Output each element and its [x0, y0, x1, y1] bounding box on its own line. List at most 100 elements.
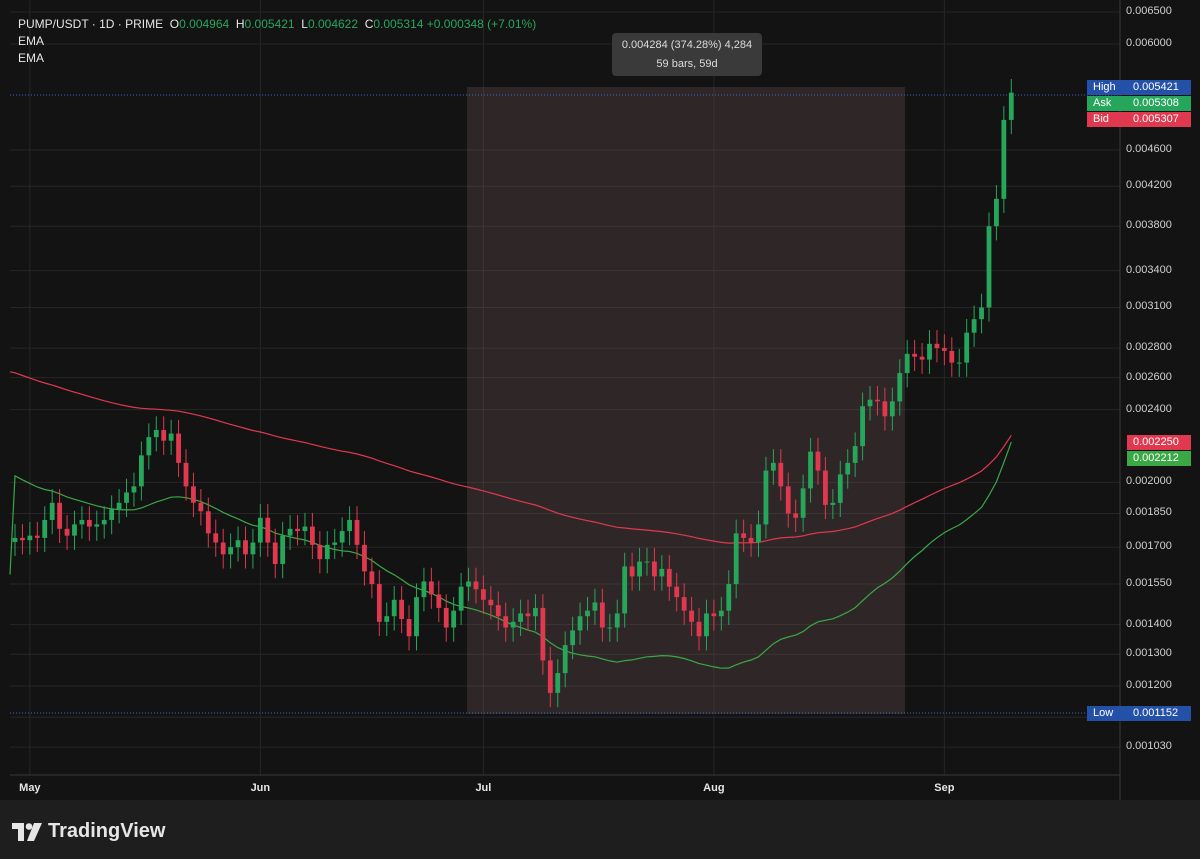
candle-body	[473, 581, 479, 590]
candle-body	[793, 513, 799, 518]
y-tick-label: 0.001850	[1126, 506, 1172, 519]
candle-body	[778, 462, 784, 487]
ema-legend-1[interactable]: EMA	[18, 34, 45, 48]
candle-body	[964, 332, 970, 363]
open-value: 0.004964	[179, 17, 230, 31]
candle-body	[741, 533, 747, 538]
candle-body	[399, 599, 405, 620]
high-price-tag: High 0.005421	[1087, 80, 1191, 95]
measure-tooltip: 0.004284 (374.28%) 4,284 59 bars, 59d	[612, 33, 762, 76]
y-tick-label: 0.002400	[1126, 402, 1172, 415]
y-tick-label: 0.003800	[1126, 219, 1172, 232]
candle-body	[652, 561, 657, 577]
candle-body	[250, 542, 256, 555]
candle-body	[696, 621, 702, 637]
candle-body	[607, 627, 613, 629]
candle-body	[347, 519, 352, 532]
candle-body	[919, 356, 925, 360]
candle-body	[518, 613, 523, 622]
candle-body	[168, 433, 174, 441]
candle-body	[302, 526, 308, 532]
candle-body	[213, 533, 219, 543]
candle-body	[994, 198, 999, 227]
open-label: O	[169, 17, 180, 31]
candle-body	[451, 610, 457, 628]
candle-body	[183, 462, 189, 487]
x-tick-label: Sep	[934, 782, 955, 794]
y-tick-label: 0.002000	[1126, 475, 1172, 488]
candle-body	[310, 526, 315, 545]
ema-green-line	[9, 441, 1012, 669]
y-tick-label: 0.006000	[1126, 36, 1172, 49]
y-tick-label: 0.001700	[1126, 540, 1172, 553]
measure-range-box[interactable]	[467, 87, 905, 714]
chart-area[interactable]: PUMP/USDT · 1D · PRIME O0.004964 H0.0054…	[0, 0, 1200, 800]
y-tick-label: 0.002800	[1126, 341, 1172, 354]
candle-body	[733, 533, 739, 585]
candle-body	[12, 537, 18, 542]
ask-tag-value: 0.005308	[1127, 96, 1191, 111]
price-chart[interactable]	[0, 0, 1200, 800]
measure-line-2: 59 bars, 59d	[656, 58, 718, 70]
bid-price-tag: Bid 0.005307	[1087, 112, 1191, 127]
low-tag-label: Low	[1087, 706, 1127, 721]
candle-body	[57, 502, 63, 529]
change-value: +0.000348 (+7.01%)	[426, 17, 537, 31]
candle-body	[503, 616, 509, 628]
candle-body	[257, 517, 263, 543]
candle-body	[637, 561, 642, 577]
close-label: C	[364, 17, 374, 31]
candle-body	[161, 430, 167, 441]
candle-body	[525, 613, 531, 617]
candle-body	[830, 502, 836, 505]
low-label: L	[301, 17, 308, 31]
candle-body	[659, 568, 665, 577]
candle-body	[837, 474, 843, 503]
candle-body	[414, 597, 419, 637]
candle-body	[614, 613, 620, 628]
candle-body	[756, 524, 761, 543]
candle-body	[265, 517, 271, 543]
low-tag-value: 0.001152	[1127, 706, 1191, 721]
candle-body	[823, 470, 828, 505]
candle-body	[94, 524, 100, 527]
candle-body	[138, 455, 144, 487]
candle-body	[317, 544, 323, 560]
candle-body	[533, 607, 538, 617]
symbol-label[interactable]: PUMP/USDT · 1D · PRIME	[18, 17, 164, 31]
candle-body	[763, 470, 769, 525]
candle-body	[466, 581, 471, 587]
candle-body	[146, 437, 152, 456]
ema-red-line	[9, 371, 1012, 544]
candle-body	[72, 524, 77, 536]
candle-body	[362, 544, 367, 572]
candle-body	[949, 350, 955, 363]
x-tick-label: Aug	[703, 782, 725, 794]
high-tag-label: High	[1087, 80, 1127, 95]
tradingview-logo[interactable]: TradingView	[12, 820, 165, 843]
candle-body	[689, 610, 694, 622]
candle-body	[101, 519, 107, 525]
candle-body	[681, 597, 687, 611]
candle-body	[971, 319, 977, 333]
candle-body	[458, 586, 464, 611]
y-tick-label: 0.001030	[1126, 740, 1172, 753]
bid-tag-label: Bid	[1087, 112, 1127, 127]
candle-body	[406, 619, 412, 637]
candle-body	[124, 492, 129, 503]
candle-body	[770, 462, 776, 471]
y-tick-label: 0.001300	[1126, 647, 1172, 660]
candle-body	[176, 433, 181, 463]
candle-body	[956, 362, 962, 364]
chart-legend: PUMP/USDT · 1D · PRIME O0.004964 H0.0054…	[18, 16, 536, 67]
candle-body	[376, 584, 382, 622]
candle-body	[436, 594, 442, 608]
candle-body	[198, 502, 204, 512]
y-tick-label: 0.006500	[1126, 5, 1172, 17]
candle-body	[443, 607, 449, 628]
candle-body	[808, 451, 813, 489]
ema-legend-2[interactable]: EMA	[18, 51, 45, 65]
candle-body	[867, 399, 873, 407]
candle-body	[622, 566, 628, 614]
candle-body	[927, 343, 932, 360]
